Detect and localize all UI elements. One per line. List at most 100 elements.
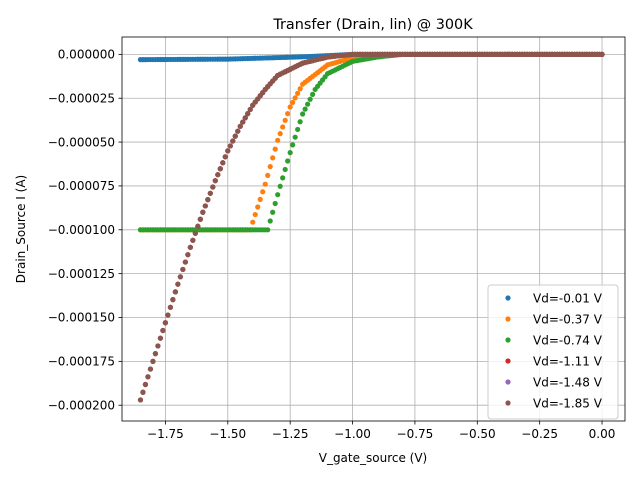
legend-box	[487, 284, 619, 420]
legend-label: Vd=-1.11 V	[533, 355, 603, 369]
data-point	[265, 172, 271, 179]
legend-label: Vd=-0.37 V	[533, 313, 603, 327]
data-point	[292, 134, 298, 140]
legend-marker	[505, 295, 511, 301]
data-point	[290, 142, 296, 148]
y-tick-label: 0.000000	[58, 48, 115, 62]
data-point	[290, 99, 296, 106]
data-point	[305, 101, 311, 107]
data-point	[195, 223, 201, 229]
chart-title: Transfer (Drain, lin) @ 300K	[272, 17, 473, 33]
axis-ticks: −1.75 −1.50 −1.25 −1.00 −0.75 −0.50 −0.25 0.000…	[48, 48, 616, 441]
data-point	[292, 95, 298, 101]
data-point	[302, 106, 308, 112]
legend-marker	[505, 337, 511, 343]
y-tick-label: −0.000150	[48, 311, 115, 325]
data-point	[260, 189, 266, 195]
data-point	[147, 366, 154, 372]
data-point	[272, 200, 278, 207]
data-point	[157, 335, 164, 341]
data-point	[192, 230, 198, 236]
y-tick-label: −0.000200	[48, 398, 115, 412]
data-point	[187, 244, 193, 250]
data-point	[275, 137, 281, 143]
data-point	[307, 96, 313, 102]
x-axis-label: V_gate_source (V)	[319, 451, 428, 465]
data-point	[142, 381, 149, 388]
legend-label: Vd=-0.74 V	[533, 334, 603, 348]
x-tick-label: 0.00	[589, 427, 616, 441]
data-point	[275, 192, 281, 198]
data-point	[197, 216, 203, 222]
x-tick-label: −1.50	[209, 427, 246, 441]
legend-marker	[505, 379, 511, 385]
data-point	[287, 150, 293, 156]
data-point	[185, 252, 191, 258]
data-point	[300, 111, 306, 117]
data-point	[267, 164, 273, 170]
y-tick-label: −0.000125	[48, 267, 115, 281]
legend-marker	[505, 400, 511, 406]
data-point	[297, 119, 303, 125]
data-point	[282, 166, 288, 173]
data-point	[182, 259, 188, 265]
data-point	[232, 133, 238, 139]
data-points	[137, 51, 605, 403]
data-point	[285, 111, 291, 117]
data-point	[297, 86, 303, 92]
data-point	[222, 154, 228, 160]
data-point	[267, 218, 273, 224]
data-point	[599, 51, 605, 57]
data-point	[180, 266, 186, 273]
legend-marker	[505, 316, 511, 322]
data-point	[237, 123, 243, 129]
data-point	[172, 289, 178, 295]
y-tick-label: −0.000100	[48, 223, 115, 237]
data-point	[227, 143, 233, 149]
data-point	[280, 175, 286, 181]
data-point	[252, 211, 258, 218]
series-5	[137, 51, 605, 403]
data-point	[210, 184, 216, 190]
data-point	[287, 104, 293, 110]
data-point	[280, 124, 286, 130]
data-point	[152, 351, 159, 357]
data-point	[265, 227, 271, 233]
x-tick-label: −0.75	[397, 427, 434, 441]
y-tick-label: −0.000175	[48, 355, 115, 369]
data-point	[247, 106, 253, 113]
data-point	[205, 197, 211, 203]
data-point	[310, 91, 316, 97]
data-point	[137, 397, 144, 403]
x-tick-label: −1.00	[334, 427, 371, 441]
data-point	[285, 158, 291, 164]
data-point	[175, 281, 181, 287]
data-point	[270, 209, 276, 215]
data-point	[220, 160, 226, 166]
data-point	[242, 115, 248, 121]
x-tick-label: −1.75	[147, 427, 184, 441]
data-point	[270, 155, 276, 161]
data-point	[225, 148, 231, 154]
data-point	[162, 320, 169, 326]
data-point	[140, 389, 146, 395]
data-point	[295, 90, 301, 96]
data-point	[165, 312, 171, 318]
data-point	[217, 166, 223, 172]
data-point	[190, 237, 196, 243]
data-point	[200, 209, 206, 215]
y-tick-label: −0.000075	[48, 179, 115, 193]
data-point	[282, 117, 288, 123]
legend: Vd=-0.01 V Vd=-0.37 V Vd=-0.74 V Vd=-1.11 V…	[487, 284, 619, 420]
data-point	[160, 327, 166, 334]
data-point	[255, 204, 261, 210]
data-point	[240, 119, 246, 125]
data-point	[207, 190, 213, 196]
legend-label: Vd=-0.01 V	[533, 292, 603, 306]
data-point	[177, 274, 183, 280]
x-tick-label: −1.25	[272, 427, 309, 441]
data-point	[170, 297, 176, 303]
data-point	[150, 358, 156, 364]
